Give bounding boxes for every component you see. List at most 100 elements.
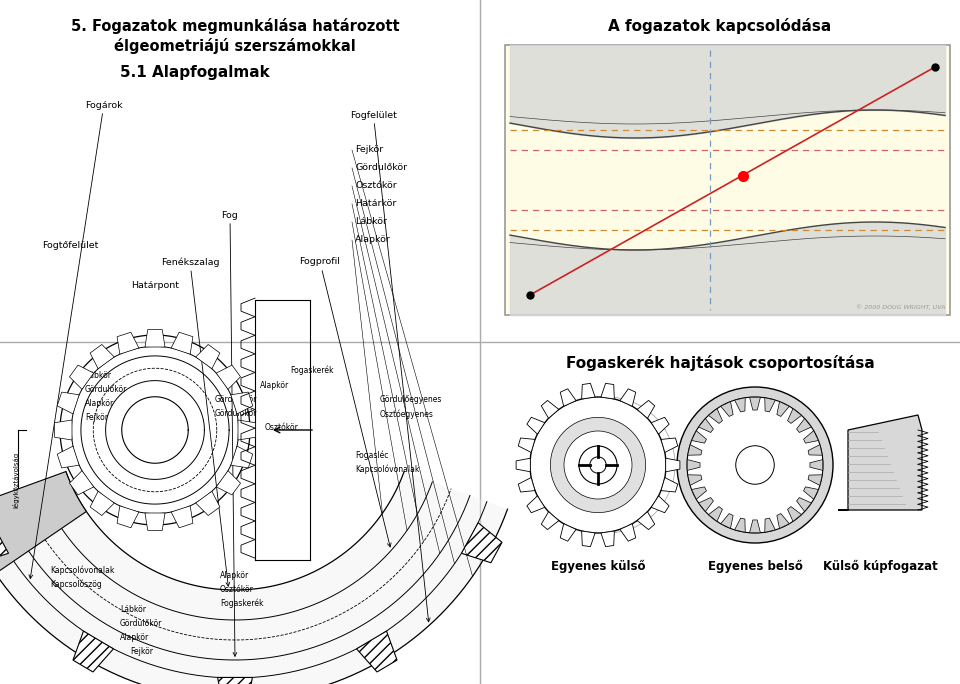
Polygon shape <box>0 471 508 684</box>
Circle shape <box>550 417 645 512</box>
Polygon shape <box>797 419 811 432</box>
Polygon shape <box>620 524 636 541</box>
Text: Kapcsolóvonalak: Kapcsolóvonalak <box>355 464 420 474</box>
Text: Lábkör: Lábkör <box>355 218 387 226</box>
Polygon shape <box>516 458 530 472</box>
Polygon shape <box>0 523 9 563</box>
Polygon shape <box>216 365 241 389</box>
Text: Fogtőfelület: Fogtőfelület <box>42 241 98 250</box>
Text: Fogárok: Fogárok <box>29 101 123 579</box>
Polygon shape <box>810 460 823 471</box>
Text: Fogasléc: Fogasléc <box>355 450 389 460</box>
Text: Határpont: Határpont <box>131 280 179 289</box>
Polygon shape <box>838 415 922 510</box>
Text: A fogazatok kapcsolódása: A fogazatok kapcsolódása <box>609 18 831 34</box>
Polygon shape <box>356 631 397 672</box>
Text: Fogaskerék hajtások csoportosítása: Fogaskerék hajtások csoportosítása <box>565 355 875 371</box>
Polygon shape <box>527 496 544 513</box>
Circle shape <box>530 397 666 533</box>
Circle shape <box>677 387 833 543</box>
Text: Gördulőkör: Gördulőkör <box>215 395 257 404</box>
Text: Fog: Fog <box>222 211 238 656</box>
Polygon shape <box>734 518 745 532</box>
Circle shape <box>687 397 823 533</box>
Polygon shape <box>230 446 252 468</box>
Text: Fejszalag: Fejszalag <box>0 683 1 684</box>
Polygon shape <box>734 397 745 412</box>
Polygon shape <box>691 431 707 443</box>
Polygon shape <box>73 631 113 672</box>
Polygon shape <box>687 460 700 471</box>
Polygon shape <box>196 345 220 369</box>
Text: Fogprofil: Fogprofil <box>300 257 391 547</box>
Text: 5. Fogazatok megmunkálása határozott: 5. Fogazatok megmunkálása határozott <box>71 18 399 34</box>
Polygon shape <box>171 332 193 354</box>
Polygon shape <box>765 518 776 532</box>
Text: Gördulőkör: Gördulőkör <box>85 384 128 393</box>
Polygon shape <box>230 392 252 414</box>
Polygon shape <box>58 392 79 414</box>
Circle shape <box>579 446 617 484</box>
Polygon shape <box>582 383 595 399</box>
Polygon shape <box>561 389 576 406</box>
Text: légyköztávolság: légyköztávolság <box>12 452 19 508</box>
Polygon shape <box>541 512 559 529</box>
Text: Alapkör: Alapkör <box>220 570 250 579</box>
Text: Kapcsolóvonalak: Kapcsolóvonalak <box>50 565 114 575</box>
Polygon shape <box>196 491 220 516</box>
Polygon shape <box>721 402 733 417</box>
Polygon shape <box>462 523 502 563</box>
Text: Fejkör: Fejkör <box>85 412 108 421</box>
Circle shape <box>564 431 632 499</box>
Text: 5.1 Alapfogalmak: 5.1 Alapfogalmak <box>120 65 270 80</box>
Polygon shape <box>171 506 193 528</box>
Polygon shape <box>55 420 72 440</box>
Polygon shape <box>661 477 678 492</box>
Polygon shape <box>561 524 576 541</box>
Polygon shape <box>661 438 678 452</box>
Polygon shape <box>518 438 535 452</box>
Text: Alapkör: Alapkör <box>260 380 289 389</box>
Text: Fejkör: Fejkör <box>130 648 153 657</box>
Text: Fogaskerék: Fogaskerék <box>220 598 263 608</box>
Polygon shape <box>601 531 614 547</box>
Polygon shape <box>808 445 823 456</box>
Polygon shape <box>637 512 655 529</box>
Polygon shape <box>808 475 823 486</box>
Polygon shape <box>601 383 614 399</box>
Polygon shape <box>69 471 94 495</box>
Circle shape <box>589 457 606 473</box>
Text: Határkör: Határkör <box>355 200 396 209</box>
Polygon shape <box>117 506 139 528</box>
Text: Gördulőkör: Gördulőkör <box>120 620 162 629</box>
Polygon shape <box>804 487 819 499</box>
Text: © 2000 DOUG WRIGHT, UVA: © 2000 DOUG WRIGHT, UVA <box>855 304 945 310</box>
Text: Külső kúpfogazat: Külső kúpfogazat <box>823 560 937 573</box>
Text: Osztóegyenes: Osztóegyenes <box>380 409 434 419</box>
Polygon shape <box>691 487 707 499</box>
Polygon shape <box>90 345 114 369</box>
Polygon shape <box>620 389 636 406</box>
Polygon shape <box>69 365 94 389</box>
Text: Fenékszalag: Fenékszalag <box>160 257 229 586</box>
Polygon shape <box>145 513 165 530</box>
Polygon shape <box>527 417 544 434</box>
Polygon shape <box>750 397 760 410</box>
Polygon shape <box>699 497 713 512</box>
Polygon shape <box>787 408 802 423</box>
Polygon shape <box>0 471 86 578</box>
Polygon shape <box>218 677 252 684</box>
Text: Gördulőkör: Gördulőkör <box>355 163 407 172</box>
Text: Lábkör: Lábkör <box>120 605 146 614</box>
Text: Alapkör: Alapkör <box>120 633 149 642</box>
Text: Gördulőegyenes: Gördulőegyenes <box>380 395 443 404</box>
Bar <box>505 45 950 315</box>
Polygon shape <box>238 420 255 440</box>
Polygon shape <box>787 507 802 521</box>
Polygon shape <box>541 400 559 419</box>
Text: Kapcsolószög: Kapcsolószög <box>50 579 102 589</box>
Polygon shape <box>804 431 819 443</box>
Polygon shape <box>699 419 713 432</box>
Polygon shape <box>651 496 669 513</box>
Polygon shape <box>797 497 811 512</box>
